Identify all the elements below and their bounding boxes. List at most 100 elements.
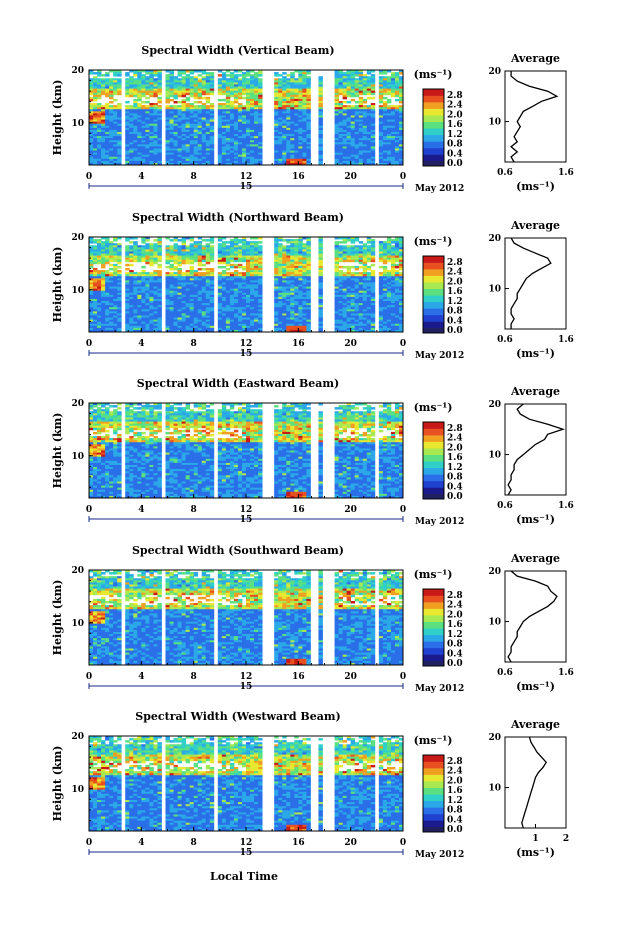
heatmap-cell [394, 146, 400, 149]
heatmap-cell [370, 70, 376, 73]
heatmap-cell [97, 241, 102, 244]
heatmap-cell [278, 239, 283, 242]
heatmap-cell [278, 78, 283, 81]
heatmap-cell [145, 125, 150, 129]
heatmap-cell [274, 90, 279, 94]
heatmap-cell [370, 90, 376, 94]
heatmap-cell [378, 113, 384, 116]
heatmap-cell [189, 103, 195, 106]
heatmap-cell [173, 92, 178, 96]
heatmap-cell [258, 158, 263, 162]
heatmap-cell [282, 154, 287, 158]
heatmap-cell [189, 156, 195, 160]
heatmap-cell [113, 70, 118, 73]
heatmap-cell [181, 237, 187, 240]
heatmap-cell [93, 162, 98, 166]
heatmap-cell [294, 107, 299, 110]
heatmap-cell [201, 123, 207, 127]
heatmap-cell [225, 154, 231, 158]
heatmap-cell [290, 154, 295, 158]
heatmap-cell [342, 239, 348, 242]
heatmap-cell [246, 115, 251, 118]
heatmap-cell [386, 131, 392, 135]
heatmap-cell [165, 76, 170, 79]
heatmap-cell [386, 123, 392, 127]
heatmap-cell [386, 245, 392, 248]
heatmap-cell [366, 148, 372, 151]
heatmap-cell [201, 103, 207, 106]
heatmap-cell [169, 115, 174, 118]
heatmap-cell [209, 136, 215, 139]
heatmap-cell [225, 247, 231, 250]
heatmap-cell [109, 111, 114, 114]
heatmap-cell [294, 105, 299, 108]
heatmap-cell [217, 82, 223, 85]
heatmap-cell [137, 78, 142, 81]
heatmap-cell [274, 78, 279, 81]
heatmap-cell [189, 90, 195, 94]
heatmap-cell [306, 119, 311, 123]
heatmap-cell [133, 243, 138, 246]
heatmap-cell [250, 125, 255, 129]
heatmap-cell [177, 142, 182, 145]
heatmap-cell [133, 74, 138, 77]
heatmap-cell [125, 247, 130, 250]
heatmap-cell [278, 88, 283, 92]
heatmap-cell [254, 86, 259, 89]
heatmap-cell [197, 70, 203, 73]
heatmap-cell [117, 125, 122, 129]
heatmap-cell [338, 146, 344, 149]
heatmap-cell [282, 119, 287, 123]
heatmap-cell [97, 243, 102, 246]
heatmap-cell [342, 150, 348, 154]
heatmap-cell [298, 136, 303, 139]
heatmap-cell [89, 152, 94, 156]
heatmap-cell [173, 148, 178, 151]
heatmap-cell [193, 119, 199, 123]
heatmap-cell [97, 84, 102, 87]
heatmap-cell [390, 125, 396, 129]
heatmap-cell [125, 134, 130, 137]
heatmap-cell [398, 249, 404, 252]
heatmap-cell [274, 146, 279, 149]
heatmap-cell [233, 134, 239, 137]
heatmap-cell [201, 125, 207, 129]
heatmap-cell [113, 105, 118, 108]
heatmap-cell [109, 86, 114, 89]
heatmap-cell [197, 117, 203, 120]
heatmap-cell [205, 148, 211, 151]
heatmap-cell [241, 154, 247, 158]
heatmap-cell [237, 107, 243, 110]
heatmap-cell [181, 94, 187, 98]
heatmap-cell [197, 96, 203, 100]
heatmap-cell [93, 152, 98, 156]
heatmap-cell [378, 259, 384, 263]
heatmap-cell [274, 249, 279, 252]
heatmap-cell [101, 146, 106, 149]
heatmap-cell [177, 88, 182, 92]
heatmap-cell [165, 125, 170, 129]
heatmap-cell [157, 109, 162, 112]
heatmap-cell [197, 131, 203, 135]
heatmap-cell [241, 267, 247, 271]
heatmap-cell [358, 131, 364, 135]
heatmap-cell [97, 138, 102, 141]
heatmap-cell [378, 123, 384, 127]
heatmap-cell [173, 245, 178, 248]
heatmap-cell [145, 162, 150, 166]
heatmap-cell [342, 74, 348, 77]
heatmap-cell [169, 140, 174, 143]
heatmap-cell [173, 129, 178, 133]
heatmap-cell [354, 160, 360, 164]
heatmap-cell [177, 100, 182, 104]
heatmap-cell [246, 142, 251, 145]
heatmap-cell [165, 249, 170, 252]
heatmap-cell [89, 88, 94, 92]
heatmap-cell [117, 111, 122, 114]
heatmap-cell [89, 92, 94, 96]
heatmap-cell [378, 96, 384, 100]
heatmap-cell [258, 245, 263, 248]
heatmap-cell [197, 113, 203, 116]
heatmap-cell [205, 138, 211, 141]
